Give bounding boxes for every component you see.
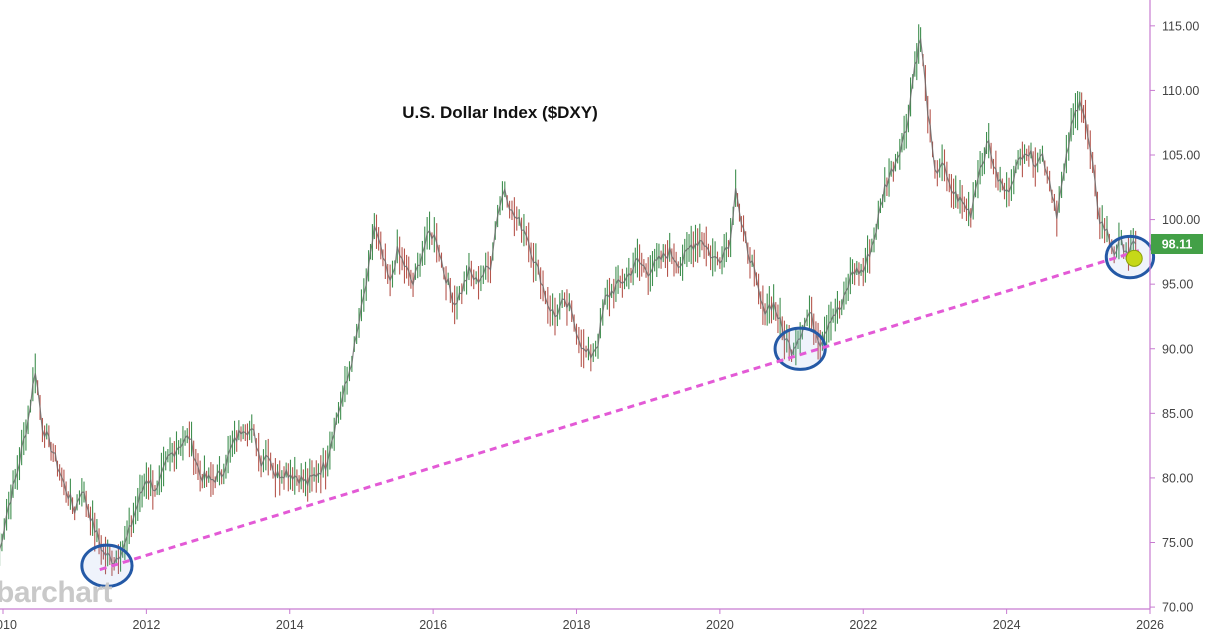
x-tick-label: 2020 <box>706 618 734 632</box>
plot-area <box>0 24 1156 588</box>
highlight-circle <box>773 326 827 371</box>
support-trendline <box>99 249 1140 572</box>
barchart-watermark: barchart <box>0 576 113 609</box>
y-tick-label: 85.00 <box>1162 407 1193 421</box>
y-tick-label: 100.00 <box>1162 213 1200 227</box>
y-tick-label: 105.00 <box>1162 149 1200 163</box>
y-tick-label: 115.00 <box>1162 19 1199 33</box>
x-tick-label: 2012 <box>132 618 160 632</box>
highlight-circle <box>80 543 134 588</box>
y-tick-label: 90.00 <box>1162 342 1193 356</box>
last-price-badge <box>1151 233 1203 254</box>
price-line <box>0 37 1137 565</box>
y-tick-label: 80.00 <box>1162 471 1193 485</box>
x-tick-label: 2014 <box>276 618 304 632</box>
x-tick-label: 2016 <box>419 618 447 632</box>
x-tick-label: 2018 <box>563 618 591 632</box>
x-tick-label: 2010 <box>0 618 17 632</box>
x-tick-label: 2026 <box>1136 618 1164 632</box>
chart-title: U.S. Dollar Index ($DXY) <box>402 103 598 122</box>
last-price-label: 98.11 <box>1162 237 1193 251</box>
x-tick-label: 2022 <box>849 618 877 632</box>
y-tick-label: 75.00 <box>1162 536 1193 550</box>
current-price-marker <box>1125 249 1143 267</box>
y-tick-label: 110.00 <box>1162 84 1199 98</box>
x-tick-label: 2024 <box>993 618 1021 632</box>
y-tick-label: 95.00 <box>1162 278 1193 292</box>
y-tick-label: 70.00 <box>1162 601 1193 615</box>
